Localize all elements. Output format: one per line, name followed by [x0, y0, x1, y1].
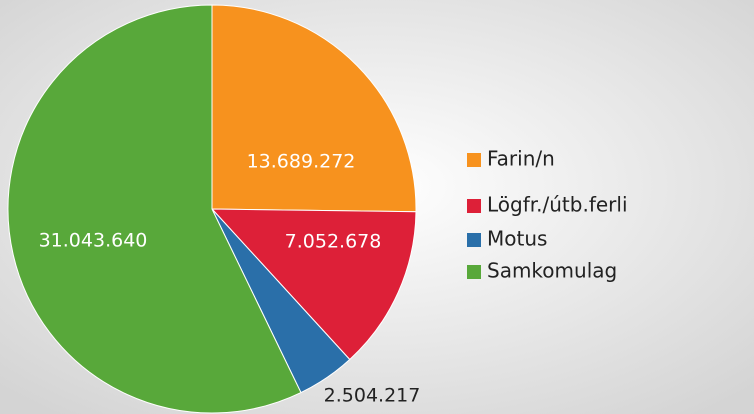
legend-label: Farin/n: [487, 147, 555, 171]
data-label: 31.043.640: [39, 230, 148, 252]
legend-swatch: [467, 153, 481, 167]
legend-swatch: [467, 233, 481, 247]
legend-swatch: [467, 199, 481, 213]
legend-label: Motus: [487, 227, 547, 251]
data-label: 13.689.272: [247, 151, 356, 173]
legend-label: Lögfr./útb.ferli: [487, 193, 628, 217]
pie-slice: [7, 4, 302, 414]
legend-swatch: [467, 265, 481, 279]
data-label: 7.052.678: [285, 231, 382, 253]
legend-label: Samkomulag: [487, 259, 617, 283]
data-label: 2.504.217: [324, 385, 421, 407]
pie-slice: [211, 4, 417, 213]
pie-slice: [210, 208, 417, 361]
